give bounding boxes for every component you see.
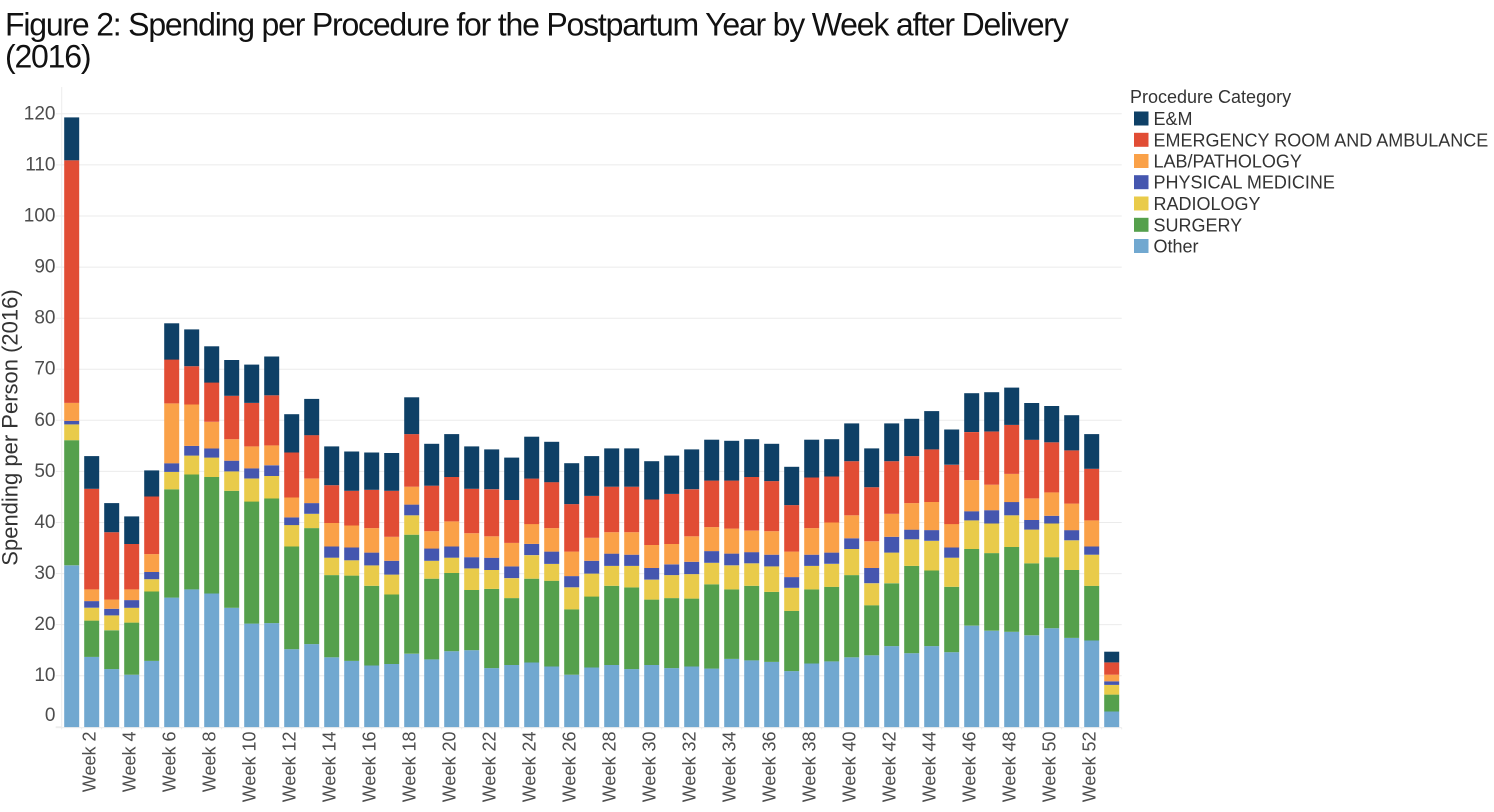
- svg-text:Week 40: Week 40: [840, 732, 860, 803]
- svg-text:RADIOLOGY: RADIOLOGY: [1154, 194, 1261, 214]
- svg-text:Week 50: Week 50: [1040, 732, 1060, 803]
- svg-text:Week 12: Week 12: [280, 732, 300, 803]
- svg-text:Week 26: Week 26: [560, 732, 580, 803]
- svg-text:70: 70: [34, 359, 55, 380]
- svg-text:(2016): (2016): [5, 39, 90, 75]
- svg-text:30: 30: [34, 563, 55, 584]
- svg-text:Week 34: Week 34: [720, 732, 740, 803]
- svg-text:Figure 2: Spending per Procedu: Figure 2: Spending per Procedure for the…: [5, 7, 1069, 43]
- svg-text:Week 52: Week 52: [1080, 732, 1100, 803]
- svg-text:LAB/PATHOLOGY: LAB/PATHOLOGY: [1154, 151, 1302, 171]
- svg-text:120: 120: [24, 103, 56, 124]
- svg-text:Week 10: Week 10: [240, 732, 260, 803]
- svg-text:E&M: E&M: [1154, 109, 1193, 129]
- svg-text:0: 0: [45, 705, 56, 726]
- svg-text:Week 30: Week 30: [640, 732, 660, 803]
- svg-text:60: 60: [34, 410, 55, 431]
- svg-text:50: 50: [34, 461, 55, 482]
- svg-text:PHYSICAL MEDICINE: PHYSICAL MEDICINE: [1154, 173, 1335, 193]
- svg-text:Week 24: Week 24: [520, 732, 540, 803]
- svg-text:Week 32: Week 32: [680, 732, 700, 803]
- svg-text:40: 40: [34, 512, 55, 533]
- svg-text:Week 16: Week 16: [360, 732, 380, 803]
- svg-text:Week 44: Week 44: [920, 732, 940, 803]
- svg-text:Week 20: Week 20: [440, 732, 460, 803]
- svg-text:SURGERY: SURGERY: [1154, 215, 1243, 235]
- svg-text:Week 22: Week 22: [480, 732, 500, 803]
- svg-text:EMERGENCY ROOM AND AMBULANCE: EMERGENCY ROOM AND AMBULANCE: [1154, 130, 1489, 150]
- svg-text:Week 28: Week 28: [600, 732, 620, 803]
- svg-text:Week 48: Week 48: [1000, 731, 1020, 802]
- svg-text:20: 20: [34, 614, 55, 635]
- svg-text:Week 38: Week 38: [800, 732, 820, 803]
- svg-text:Week 46: Week 46: [960, 731, 980, 802]
- svg-text:80: 80: [34, 308, 55, 329]
- svg-text:Other: Other: [1154, 236, 1199, 256]
- svg-text:Spending per Person (2016): Spending per Person (2016): [0, 289, 22, 565]
- svg-text:90: 90: [34, 257, 55, 278]
- svg-text:Week 42: Week 42: [880, 732, 900, 803]
- svg-text:Week 4: Week 4: [120, 732, 140, 793]
- svg-text:Week 14: Week 14: [320, 732, 340, 803]
- svg-text:Week 2: Week 2: [80, 732, 100, 793]
- svg-text:Procedure Category: Procedure Category: [1130, 87, 1291, 107]
- svg-text:Week 8: Week 8: [200, 732, 220, 793]
- svg-text:10: 10: [34, 665, 55, 686]
- svg-text:100: 100: [24, 206, 56, 227]
- svg-text:Week 18: Week 18: [400, 732, 420, 803]
- svg-text:Week 36: Week 36: [760, 732, 780, 803]
- svg-text:110: 110: [25, 154, 55, 175]
- svg-text:Week 6: Week 6: [160, 732, 180, 793]
